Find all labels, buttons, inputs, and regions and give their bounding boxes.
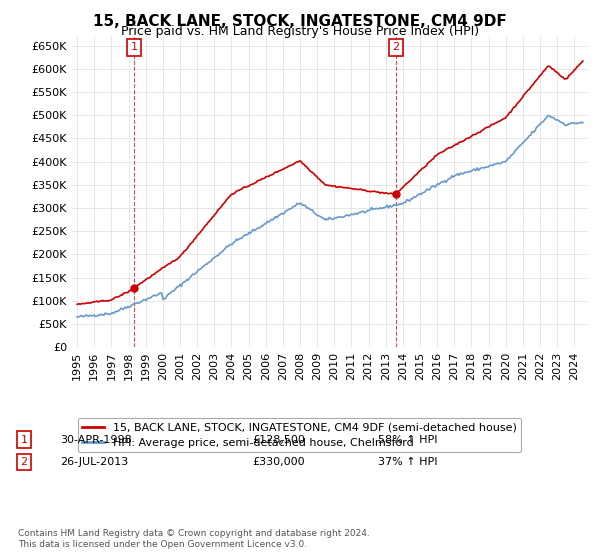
Text: 2: 2 (392, 42, 399, 52)
Text: 37% ↑ HPI: 37% ↑ HPI (378, 457, 437, 467)
Text: Price paid vs. HM Land Registry's House Price Index (HPI): Price paid vs. HM Land Registry's House … (121, 25, 479, 38)
Text: 26-JUL-2013: 26-JUL-2013 (60, 457, 128, 467)
Text: 30-APR-1998: 30-APR-1998 (60, 435, 132, 445)
Text: Contains HM Land Registry data © Crown copyright and database right 2024.
This d: Contains HM Land Registry data © Crown c… (18, 529, 370, 549)
Text: 1: 1 (131, 42, 138, 52)
Text: £330,000: £330,000 (252, 457, 305, 467)
Text: 2: 2 (20, 457, 28, 467)
Legend: 15, BACK LANE, STOCK, INGATESTONE, CM4 9DF (semi-detached house), HPI: Average p: 15, BACK LANE, STOCK, INGATESTONE, CM4 9… (77, 418, 521, 452)
Text: £128,500: £128,500 (252, 435, 305, 445)
Text: 58% ↑ HPI: 58% ↑ HPI (378, 435, 437, 445)
Text: 1: 1 (20, 435, 28, 445)
Text: 15, BACK LANE, STOCK, INGATESTONE, CM4 9DF: 15, BACK LANE, STOCK, INGATESTONE, CM4 9… (93, 14, 507, 29)
